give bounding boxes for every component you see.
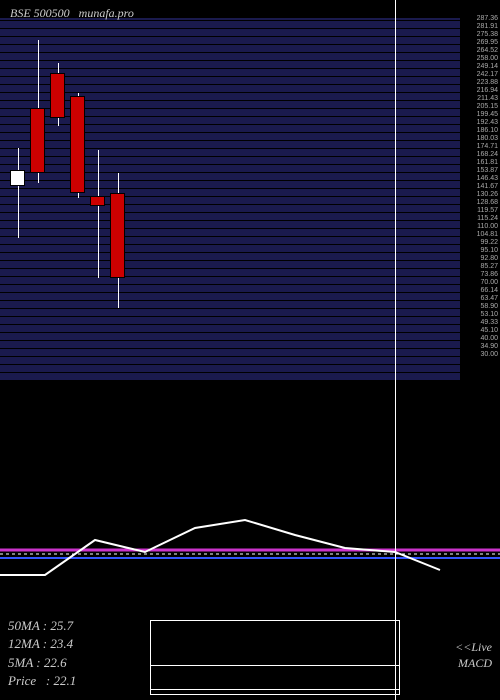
cursor-line	[395, 0, 396, 700]
ma50-label: 50MA : 25.7	[8, 617, 76, 635]
ticker-label: BSE 500500	[10, 6, 70, 20]
macd-live-label: <<Live	[455, 640, 492, 655]
price-label: Price : 22.1	[8, 672, 76, 690]
ma5-label: 5MA : 22.6	[8, 654, 76, 672]
price-panel	[0, 18, 460, 380]
site-label: munafa.pro	[79, 6, 134, 20]
info-box: 50MA : 25.7 12MA : 23.4 5MA : 22.6 Price…	[8, 617, 76, 690]
header-text: BSE 500500 munafa.pro	[10, 6, 134, 21]
macd-name-label: MACD	[458, 656, 492, 671]
ma12-label: 12MA : 23.4	[8, 635, 76, 653]
chart-container: BSE 500500 munafa.pro 287.36281.91275.38…	[0, 0, 500, 700]
macd-panel	[0, 480, 500, 620]
